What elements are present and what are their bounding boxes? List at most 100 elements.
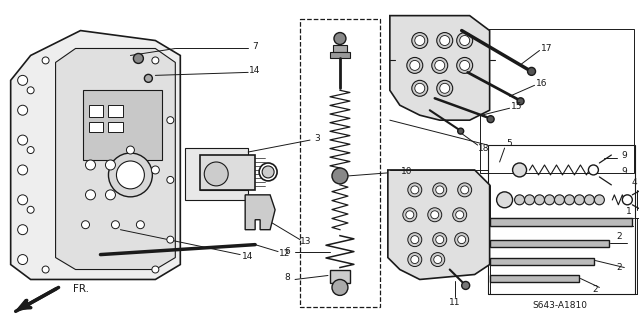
Text: 8: 8: [284, 273, 290, 282]
Circle shape: [332, 279, 348, 295]
Circle shape: [86, 190, 95, 200]
Circle shape: [18, 165, 28, 175]
Circle shape: [545, 195, 554, 205]
Text: 1: 1: [627, 207, 632, 216]
Circle shape: [525, 195, 534, 205]
Circle shape: [411, 186, 419, 194]
Circle shape: [461, 281, 470, 289]
Bar: [490, 257, 595, 264]
Circle shape: [408, 233, 422, 247]
Circle shape: [259, 163, 277, 181]
Circle shape: [27, 206, 34, 213]
Text: 2: 2: [593, 285, 598, 294]
Circle shape: [513, 163, 527, 177]
Circle shape: [434, 256, 442, 263]
Text: 14: 14: [241, 252, 253, 261]
Polygon shape: [15, 300, 31, 311]
Circle shape: [106, 160, 115, 170]
Text: 18: 18: [478, 144, 490, 152]
Circle shape: [436, 33, 452, 48]
Circle shape: [440, 35, 450, 46]
Polygon shape: [56, 48, 175, 270]
Bar: [300, 19, 380, 307]
Circle shape: [460, 60, 470, 70]
Text: S643-A1810: S643-A1810: [532, 301, 587, 310]
Circle shape: [152, 57, 159, 64]
Text: 9: 9: [621, 151, 627, 160]
Text: 10: 10: [401, 167, 413, 176]
Circle shape: [515, 195, 525, 205]
Circle shape: [412, 80, 428, 96]
Circle shape: [433, 233, 447, 247]
Bar: [330, 270, 350, 284]
Circle shape: [403, 208, 417, 222]
Circle shape: [458, 128, 464, 134]
Circle shape: [458, 236, 466, 244]
Circle shape: [334, 33, 346, 45]
Bar: [333, 45, 347, 52]
Circle shape: [412, 33, 428, 48]
Circle shape: [431, 253, 445, 267]
Circle shape: [408, 253, 422, 267]
Polygon shape: [11, 31, 180, 279]
Circle shape: [436, 186, 444, 194]
Circle shape: [167, 236, 174, 243]
Circle shape: [452, 208, 467, 222]
Bar: [108, 122, 124, 132]
Text: 11: 11: [449, 298, 460, 307]
Circle shape: [111, 221, 120, 229]
Circle shape: [457, 33, 473, 48]
Circle shape: [435, 60, 445, 70]
Circle shape: [106, 190, 115, 200]
Circle shape: [27, 146, 34, 153]
Circle shape: [436, 80, 452, 96]
Text: 9: 9: [621, 167, 627, 176]
Polygon shape: [390, 16, 490, 120]
Circle shape: [534, 195, 545, 205]
Bar: [200, 155, 255, 190]
Circle shape: [408, 183, 422, 197]
Circle shape: [454, 233, 468, 247]
Circle shape: [152, 266, 159, 273]
Circle shape: [332, 168, 348, 184]
Text: 2: 2: [616, 232, 622, 241]
Circle shape: [27, 87, 34, 94]
Polygon shape: [245, 195, 275, 230]
Circle shape: [497, 192, 513, 208]
Circle shape: [564, 195, 575, 205]
Circle shape: [622, 195, 632, 205]
Text: 14: 14: [248, 66, 260, 75]
Bar: [88, 122, 104, 132]
Circle shape: [458, 183, 472, 197]
Text: 3: 3: [314, 134, 320, 143]
Circle shape: [18, 75, 28, 85]
Circle shape: [440, 83, 450, 93]
Circle shape: [406, 211, 414, 219]
Circle shape: [457, 57, 473, 73]
Circle shape: [411, 256, 419, 263]
Circle shape: [204, 162, 228, 186]
Text: 7: 7: [252, 42, 258, 51]
Circle shape: [407, 57, 423, 73]
Text: 16: 16: [536, 79, 547, 88]
Circle shape: [554, 195, 564, 205]
Circle shape: [431, 211, 439, 219]
Circle shape: [18, 135, 28, 145]
Circle shape: [415, 83, 425, 93]
Circle shape: [42, 57, 49, 64]
Circle shape: [428, 208, 442, 222]
Circle shape: [42, 266, 49, 273]
Circle shape: [411, 236, 419, 244]
Text: 4: 4: [632, 178, 637, 187]
Circle shape: [575, 195, 584, 205]
Circle shape: [167, 176, 174, 183]
Circle shape: [415, 35, 425, 46]
Circle shape: [167, 117, 174, 124]
Circle shape: [108, 153, 152, 197]
Circle shape: [595, 195, 604, 205]
Circle shape: [81, 221, 90, 229]
Text: FR.: FR.: [72, 285, 88, 294]
Circle shape: [18, 195, 28, 205]
Text: 13: 13: [300, 237, 312, 246]
Circle shape: [460, 35, 470, 46]
